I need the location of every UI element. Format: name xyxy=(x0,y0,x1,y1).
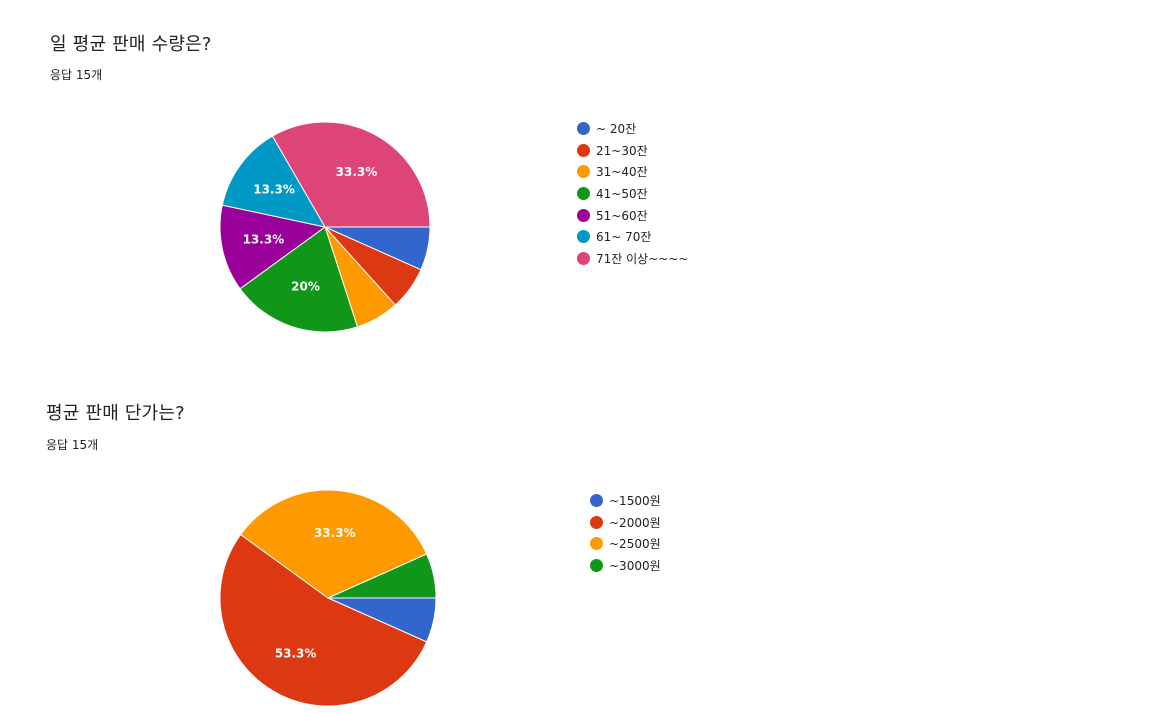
legend-label: ~2000원 xyxy=(609,515,661,530)
legend-swatch xyxy=(577,230,590,244)
legend-swatch xyxy=(577,143,590,157)
pie-slice xyxy=(239,489,428,599)
legend-swatch xyxy=(590,537,603,551)
pie-chart-daily-sales: 20% 13.3% 13.3% 33.3% xyxy=(219,121,431,333)
chart-section-daily-sales: 일 평균 판매 수량은? 응답 15개 20% 13.3% 13.3% 33.3% ~… xyxy=(50,34,688,333)
legend-swatch xyxy=(590,515,603,529)
pie-chart-unit-price: 53.3% 33.3% xyxy=(219,489,437,707)
chart-title: 일 평균 판매 수량은? xyxy=(50,34,212,55)
pie-slice xyxy=(219,204,327,290)
pie-slice xyxy=(327,553,437,599)
legend-label: 41~50잔 xyxy=(596,187,648,202)
legend-swatch xyxy=(590,494,603,508)
legend-label: 71잔 이상~~~~ xyxy=(596,251,689,266)
legend-swatch xyxy=(577,208,590,222)
pie-slice xyxy=(219,533,428,707)
legend-label: ~1500원 xyxy=(609,494,661,509)
legend-item: ~2500원 xyxy=(590,533,661,555)
legend-item: 71잔 이상~~~~ xyxy=(577,248,688,270)
legend-label: ~2500원 xyxy=(609,537,661,552)
legend-label: ~ 20잔 xyxy=(596,122,637,137)
legend-item: ~3000원 xyxy=(590,555,661,577)
chart-legend: ~1500원 ~2000원 ~2500원 ~3000원 xyxy=(590,490,661,576)
pie-slice xyxy=(271,121,431,228)
legend-item: ~2000원 xyxy=(590,512,661,534)
chart-section-unit-price: 평균 판매 단가는? 응답 15개 53.3% 33.3% ~1500원 ~2000… xyxy=(0,372,1152,714)
slice-percent-label: 53.3% xyxy=(275,647,317,661)
legend-item: ~1500원 xyxy=(590,490,661,512)
legend-swatch xyxy=(577,187,590,201)
legend-label: 61~ 70잔 xyxy=(596,230,652,245)
legend-item: ~ 20잔 xyxy=(577,118,688,140)
response-count: 응답 15개 xyxy=(50,68,103,82)
pie-slice xyxy=(239,226,359,333)
pie-slice xyxy=(221,135,326,228)
legend-item: 51~60잔 xyxy=(577,204,688,226)
legend-item: 31~40잔 xyxy=(577,161,688,183)
legend-swatch xyxy=(577,165,590,179)
legend-label: ~3000원 xyxy=(609,559,661,574)
legend-swatch xyxy=(577,251,590,265)
slice-percent-label: 20% xyxy=(291,279,320,293)
slice-percent-label: 13.3% xyxy=(243,233,285,247)
chart-title: 평균 판매 단가는? xyxy=(46,403,185,424)
legend-swatch xyxy=(577,122,590,136)
legend-item: 41~50잔 xyxy=(577,183,688,205)
legend-item: 61~ 70잔 xyxy=(577,226,688,248)
legend-swatch xyxy=(590,559,603,573)
chart-legend: ~ 20잔 21~30잔 31~40잔 41~50잔 51~60잔 61~ 70잔 71잔 … xyxy=(577,118,688,269)
slice-percent-label: 13.3% xyxy=(253,182,295,196)
slice-percent-label: 33.3% xyxy=(336,165,378,179)
slice-percent-label: 33.3% xyxy=(314,526,356,540)
legend-label: 31~40잔 xyxy=(596,165,648,180)
legend-label: 21~30잔 xyxy=(596,143,648,158)
legend-item: 21~30잔 xyxy=(577,140,688,162)
legend-label: 51~60잔 xyxy=(596,208,648,223)
response-count: 응답 15개 xyxy=(46,438,99,452)
